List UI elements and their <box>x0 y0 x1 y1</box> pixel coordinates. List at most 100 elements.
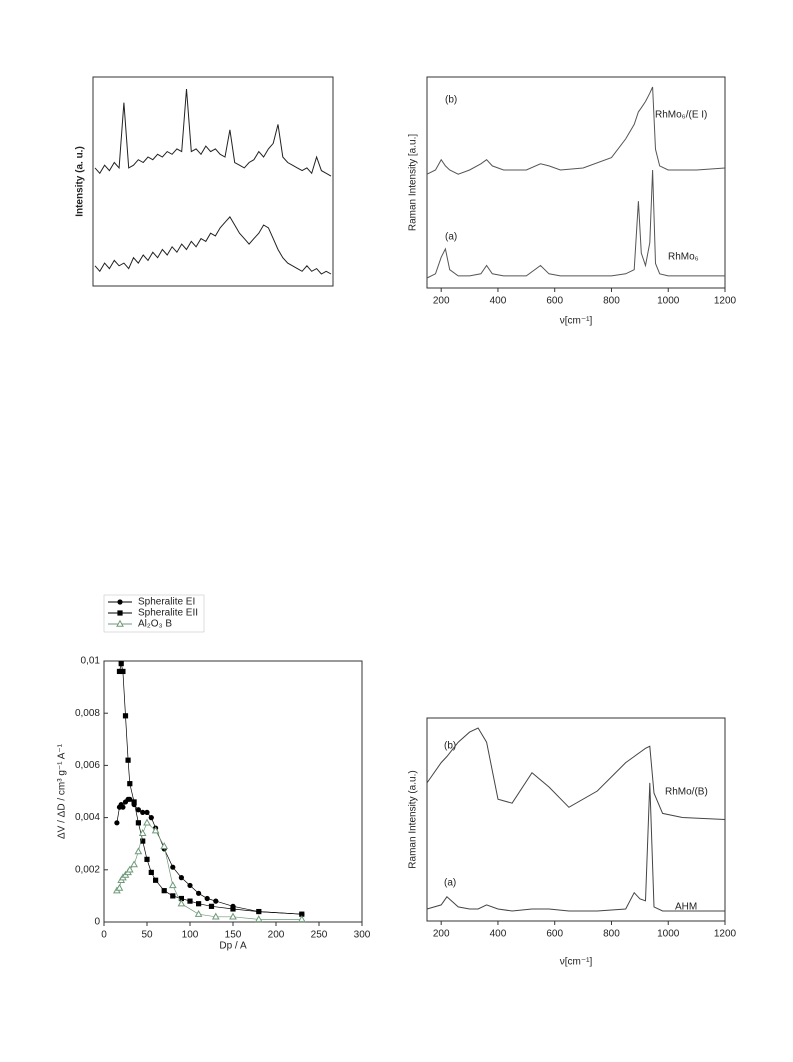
marker <box>168 881 177 889</box>
legend-frame <box>103 594 205 633</box>
marker <box>122 713 129 719</box>
x-tick-label: 1000 <box>657 929 680 940</box>
x-tick-label: 300 <box>354 930 371 941</box>
spectrum-line <box>94 88 332 177</box>
marker <box>125 865 134 873</box>
plot-frame <box>92 76 334 287</box>
marker <box>151 826 160 834</box>
annotation: RhMo₆/(E I) <box>655 110 707 121</box>
marker <box>161 888 167 894</box>
marker <box>194 909 203 917</box>
marker <box>144 809 150 815</box>
x-tick-label: 200 <box>268 930 285 941</box>
plot-frame <box>426 717 726 922</box>
marker <box>148 869 154 876</box>
y-axis-label: Raman Intensity [a.u.] <box>408 134 419 231</box>
x-tick-label: 400 <box>490 296 507 307</box>
y-tick-label: 0 <box>94 917 100 928</box>
spectrum-line <box>426 782 725 912</box>
marker <box>254 915 263 923</box>
marker <box>120 668 126 675</box>
plot-frame <box>426 76 726 289</box>
x-tick-label: 600 <box>546 296 563 307</box>
annotation: (a) <box>444 878 456 889</box>
marker <box>187 882 193 889</box>
x-tick-label: 800 <box>603 929 620 940</box>
annotation: AHM <box>675 902 697 913</box>
marker <box>178 895 184 902</box>
marker <box>114 820 120 826</box>
y-tick-label: 0,004 <box>75 812 100 823</box>
x-tick-label: 800 <box>603 296 620 307</box>
x-tick-label: 150 <box>225 930 242 941</box>
series-line <box>116 798 302 915</box>
marker <box>131 799 137 805</box>
x-tick-label: 200 <box>433 929 450 940</box>
marker <box>170 893 176 899</box>
marker <box>256 908 262 915</box>
marker <box>135 820 141 826</box>
marker <box>117 610 123 616</box>
y-axis-label: Raman Intensity (a.u.) <box>408 770 419 868</box>
marker <box>118 661 124 667</box>
marker <box>177 899 186 907</box>
x-axis-label: ν[cm⁻¹] <box>560 316 593 327</box>
marker <box>134 847 143 855</box>
marker <box>144 856 150 862</box>
y-tick-label: 0,008 <box>75 708 100 719</box>
x-axis-label: Dp / A <box>219 941 247 952</box>
marker <box>187 898 193 904</box>
annotation: (b) <box>444 741 456 752</box>
legend-label: Spheralite EII <box>138 608 198 619</box>
legend-label: Al₂O₃ B <box>138 619 172 630</box>
annotation: (a) <box>445 232 457 243</box>
x-tick-label: 1200 <box>714 929 737 940</box>
marker <box>196 901 202 907</box>
marker <box>208 903 215 909</box>
x-tick-label: 100 <box>182 930 199 941</box>
x-tick-label: 250 <box>311 930 328 941</box>
marker <box>116 668 123 675</box>
annotation: RhMo/(B) <box>665 787 708 798</box>
x-tick-label: 1000 <box>657 296 680 307</box>
x-tick-label: 400 <box>490 929 507 940</box>
marker <box>160 842 169 850</box>
y-axis-label: ΔV / ΔD / cm³ g⁻¹ A⁻¹ <box>57 743 68 839</box>
x-tick-label: 50 <box>141 930 153 941</box>
plot-frame <box>103 660 363 923</box>
marker <box>135 807 141 813</box>
x-tick-label: 0 <box>101 930 107 941</box>
spectrum-line <box>426 86 726 175</box>
marker <box>297 915 306 923</box>
marker <box>116 619 124 627</box>
spectrum-line <box>426 727 726 820</box>
marker <box>229 912 237 920</box>
series-line <box>119 663 302 915</box>
marker <box>117 599 123 605</box>
marker <box>127 796 133 802</box>
y-axis-label: Intensity (a. u.) <box>75 146 86 217</box>
marker <box>125 757 131 763</box>
marker <box>178 875 184 881</box>
x-tick-label: 600 <box>546 929 563 940</box>
x-axis-label: ν[cm⁻¹] <box>560 957 593 968</box>
y-tick-label: 0,006 <box>75 760 100 771</box>
marker <box>213 898 219 904</box>
marker <box>138 829 147 836</box>
marker <box>115 883 124 891</box>
marker <box>120 804 126 810</box>
x-tick-label: 200 <box>433 296 450 307</box>
marker <box>196 890 202 896</box>
y-tick-label: 0,01 <box>81 656 101 667</box>
marker <box>127 781 133 787</box>
spectrum-line <box>94 216 332 275</box>
marker <box>130 860 138 868</box>
spectrum-line <box>426 169 725 279</box>
marker <box>211 912 220 920</box>
marker <box>140 838 146 844</box>
marker <box>140 809 146 815</box>
marker <box>299 911 305 917</box>
marker <box>204 895 210 902</box>
marker <box>170 864 176 870</box>
